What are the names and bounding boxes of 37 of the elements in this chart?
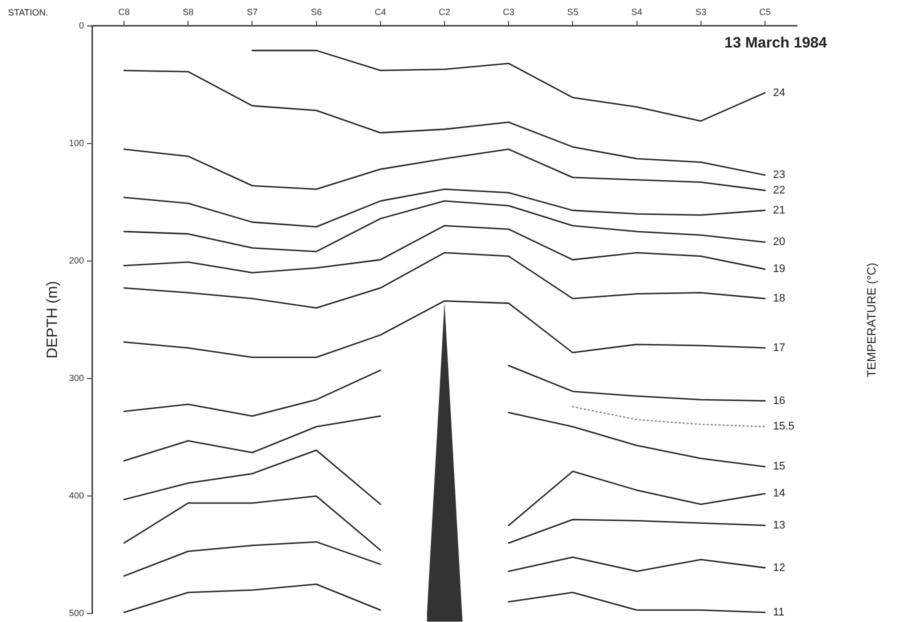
series-label: 14 — [772, 488, 786, 500]
x-tick-label: S5 — [567, 6, 578, 17]
y-tick-label: 100 — [68, 138, 84, 148]
text: TEMPERATURE (°C) — [864, 262, 878, 377]
y-tick-label: 300 — [68, 372, 84, 383]
x-tick-label: S4 — [631, 6, 642, 17]
y-tick-label: 500 — [68, 608, 84, 618]
y-axis-title: DEPTH (m) — [44, 280, 62, 358]
x-axis-title: STATION. — [8, 7, 48, 18]
series-label: 17 — [772, 342, 786, 354]
x-tick-label: C4 — [374, 6, 386, 17]
series-label: 16 — [772, 394, 786, 407]
x-tick-label: C3 — [502, 6, 514, 17]
series-label: 13 — [772, 519, 786, 532]
y-tick-label: 400 — [68, 490, 84, 501]
series-label: 15 — [772, 460, 786, 473]
series-label: 12 — [772, 562, 786, 574]
text: 13 March 1984 — [724, 34, 828, 52]
series-label: 22 — [772, 184, 786, 196]
series-label: 11 — [772, 606, 784, 618]
x-tick-label: S6 — [310, 6, 322, 17]
x-tick-label: S8 — [182, 6, 194, 17]
x-tick-label: S3 — [695, 6, 706, 17]
series-label: 19 — [772, 263, 786, 276]
series-label: 15.5 — [772, 420, 794, 433]
x-tick-label: S7 — [246, 6, 258, 17]
series-label: 21 — [772, 204, 786, 216]
series-label: 23 — [772, 169, 786, 182]
series-label: 18 — [772, 292, 786, 305]
x-tick-label: C8 — [118, 6, 130, 17]
line-series — [572, 406, 766, 428]
y-tick-label: 0 — [79, 20, 84, 30]
series-label: 20 — [772, 236, 786, 248]
x-tick-label: C2 — [438, 6, 450, 17]
x-tick-label: C5 — [759, 6, 771, 17]
series-label: 24 — [772, 86, 786, 99]
y-tick-label: 200 — [68, 255, 84, 266]
